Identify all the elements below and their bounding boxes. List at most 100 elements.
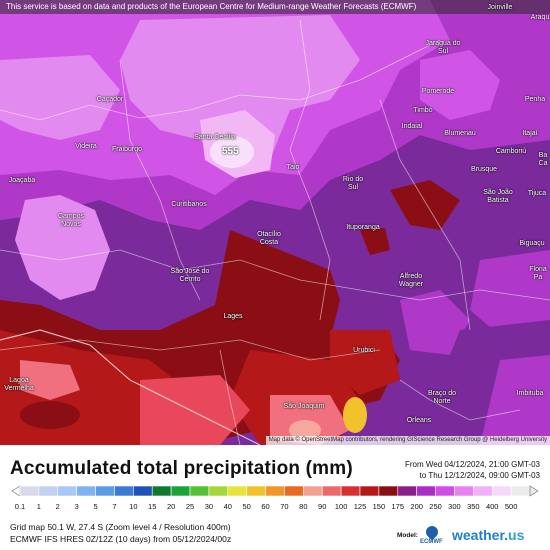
city-label: Lages [223, 313, 243, 320]
precipitation-map[interactable]: This service is based on data and produc… [0, 0, 550, 445]
city-label: Indaial [401, 123, 423, 130]
precipitation-shading [0, 0, 550, 445]
legend-tick-label: 250 [429, 502, 442, 511]
legend-swatch [284, 485, 304, 497]
legend-tick-label: 150 [372, 502, 386, 511]
legend-tick-label: 60 [261, 502, 270, 511]
legend-swatch [510, 485, 531, 497]
city-label: Urubici [353, 347, 375, 354]
city-label: Alfredo Wagner [398, 273, 424, 288]
city-label: Itajaí [522, 130, 538, 137]
city-label: Curitibanos [171, 201, 207, 208]
city-label: Caçador [96, 96, 124, 103]
city-label: Joaçaba [8, 177, 36, 184]
legend-tick-label: 80 [299, 502, 308, 511]
legend-swatch [151, 485, 172, 497]
legend-swatch [76, 485, 96, 497]
city-label: São Joaquim [283, 403, 325, 410]
city-label: Fraiburgo [112, 146, 142, 153]
legend-swatch [397, 485, 417, 497]
legend-color-bar [11, 485, 539, 497]
ecmwf-drop-icon [423, 523, 441, 541]
legend-tick-label: 500 [504, 502, 518, 511]
legend-swatch [378, 485, 399, 497]
legend-swatch [321, 485, 342, 497]
legend-swatch [340, 485, 361, 497]
legend-swatch [114, 485, 134, 497]
city-label: Araqu [530, 14, 550, 21]
legend-swatch [189, 485, 210, 497]
legend-swatch [265, 485, 285, 497]
area-70-80 [289, 420, 321, 440]
city-label: Imbituba [516, 390, 544, 397]
legend-swatch [208, 485, 229, 497]
legend-swatch [133, 485, 153, 497]
legend-swatch [454, 485, 474, 497]
area-250-300 [120, 15, 360, 165]
legend-tick-label: 50 [242, 502, 251, 511]
legend-tick-label: 3 [74, 502, 79, 511]
legend-tick-label: 40 [223, 502, 232, 511]
city-label: Biguaçu [519, 240, 545, 247]
weather-us-logo[interactable]: weather.us [452, 527, 524, 543]
legend-swatch [95, 485, 115, 497]
legend-swatch [359, 485, 380, 497]
legend-swatch [416, 485, 436, 497]
model-run-info: ECMWF IFS HRES 0Z/12Z (10 days) from 05/… [10, 534, 232, 544]
ecmwf-logo: ECMWF [420, 523, 446, 546]
city-label: São João Batista [483, 189, 513, 204]
area-125-150-spot [360, 228, 390, 255]
legend-swatch [303, 485, 323, 497]
legend-swatch [435, 485, 455, 497]
max-precipitation-value: 555 [222, 146, 239, 157]
city-label: São José do Cerrito [170, 268, 210, 283]
legend-tick-label: 1 [36, 502, 41, 511]
city-label: Taió [286, 164, 300, 171]
city-label: Lagoa Vermelha [4, 377, 34, 392]
legend-swatch [246, 485, 266, 497]
city-label: Jaraguá do Sul [425, 40, 461, 55]
legend-swatch [227, 485, 247, 497]
city-label: Campos Novos [57, 213, 85, 228]
legend-tick-label: 300 [448, 502, 461, 511]
grid-info: Grid map 50.1 W, 27.4 S (Zoom level 4 / … [10, 522, 231, 532]
legend-swatch [473, 485, 493, 497]
legend-tick-label: 25 [185, 502, 195, 511]
municipal-borders [0, 19, 550, 445]
area-max [210, 136, 254, 168]
city-label: Floria Pa [529, 266, 547, 281]
period-to: to Thu 12/12/2024, 09:00 GMT-03 [419, 471, 540, 480]
area-175-200-south [400, 290, 470, 355]
area-125-150-north [390, 180, 460, 230]
city-label: Timbó [413, 107, 433, 114]
legend-tick-label: 20 [166, 502, 176, 511]
map-attribution: Map data © OpenStreetMap contributors, r… [265, 436, 550, 445]
area-80-90-west [20, 360, 80, 400]
legend-tick-label: 2 [55, 502, 60, 511]
area-200-250-east [420, 50, 500, 120]
legend-tick-label: 15 [148, 502, 157, 511]
area-175-200-coast [480, 355, 550, 445]
legend-tick-label: 100 [334, 502, 348, 511]
city-label: Ituporanga [346, 224, 380, 231]
area-50-60 [343, 397, 367, 433]
legend-swatch [38, 485, 59, 497]
legend-swatch [170, 485, 191, 497]
area-175-200-east [470, 250, 550, 340]
city-label: Joinville [487, 4, 513, 11]
legend-tick-label: 0.1 [14, 502, 26, 511]
legend-right-arrow [529, 485, 539, 497]
state-border [0, 329, 261, 445]
city-label: Braço do Norte [427, 390, 457, 405]
area-90-100 [140, 375, 250, 445]
legend-left-arrow [11, 485, 21, 497]
period-from: From Wed 04/12/2024, 21:00 GMT-03 [404, 460, 540, 469]
city-label: Santa Cecília [194, 134, 236, 141]
city-label: Brusque [470, 166, 498, 173]
legend-swatch [491, 485, 512, 497]
legend-tick-label: 10 [129, 502, 138, 511]
area-125-150-sw [20, 401, 80, 429]
legend-swatch [57, 485, 77, 497]
city-label: Camboriú [495, 148, 527, 155]
legend-tick-label: 90 [318, 502, 327, 511]
